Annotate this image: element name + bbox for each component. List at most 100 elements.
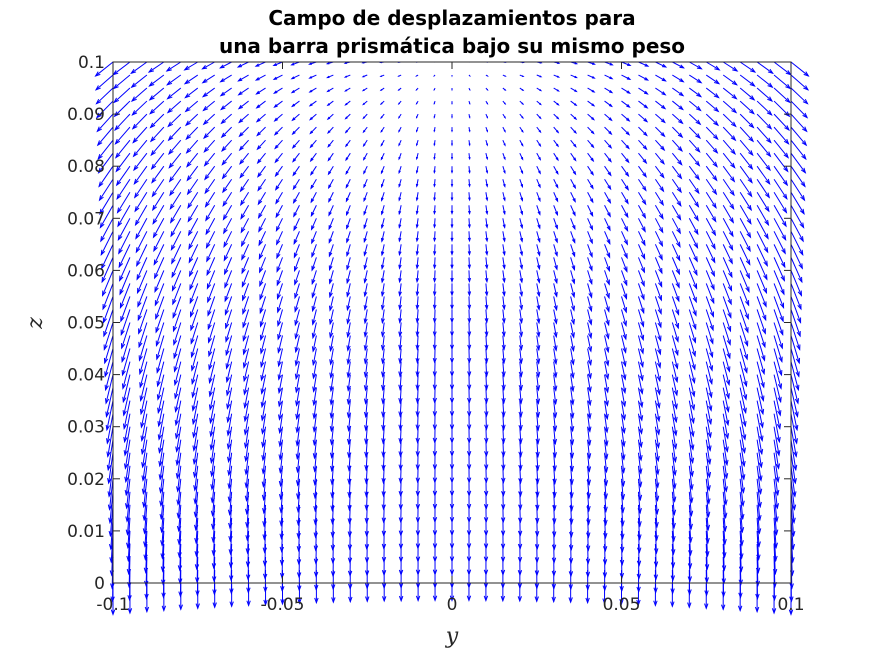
quiver-arrow bbox=[114, 113, 131, 132]
quiver-arrow bbox=[553, 231, 558, 244]
quiver-arrow bbox=[416, 140, 419, 147]
quiver-arrow bbox=[468, 87, 471, 92]
quiver-arrow bbox=[604, 152, 612, 163]
quiver-arrow bbox=[790, 74, 810, 91]
quiver-arrow bbox=[241, 244, 250, 261]
quiver-arrow bbox=[122, 400, 131, 430]
quiver-arrow bbox=[192, 413, 199, 439]
quiver-arrow bbox=[621, 270, 628, 287]
quiver-arrow bbox=[345, 165, 351, 176]
quiver-arrow bbox=[553, 100, 560, 106]
quiver-arrow bbox=[310, 218, 317, 231]
quiver-arrow bbox=[176, 478, 182, 506]
quiver-arrow bbox=[329, 322, 334, 339]
quiver-arrow bbox=[432, 296, 437, 311]
quiver-arrow bbox=[398, 218, 402, 229]
y-tick-label: 0.03 bbox=[67, 418, 105, 438]
quiver-arrow bbox=[259, 322, 267, 342]
quiver-arrow bbox=[152, 205, 165, 225]
quiver-arrow bbox=[344, 87, 351, 92]
quiver-arrow bbox=[255, 100, 266, 109]
quiver-arrow bbox=[432, 335, 437, 351]
quiver-arrow bbox=[535, 374, 541, 392]
quiver-arrow bbox=[152, 218, 165, 239]
quiver-arrow bbox=[294, 270, 300, 286]
quiver-arrow bbox=[274, 152, 283, 164]
quiver-arrow bbox=[156, 348, 165, 374]
quiver-arrow bbox=[518, 348, 524, 365]
quiver-arrow bbox=[177, 543, 183, 572]
quiver-arrow bbox=[621, 139, 630, 150]
quiver-arrow bbox=[587, 283, 593, 299]
quiver-arrow bbox=[621, 387, 627, 408]
quiver-arrow bbox=[502, 126, 506, 133]
quiver-arrow bbox=[415, 166, 419, 175]
quiver-arrow bbox=[193, 478, 199, 505]
quiver-arrow bbox=[118, 244, 131, 269]
quiver-arrow bbox=[536, 126, 542, 134]
quiver-arrow bbox=[240, 218, 250, 234]
quiver-arrow bbox=[587, 165, 594, 176]
quiver-arrow bbox=[275, 218, 283, 232]
quiver-arrow bbox=[244, 439, 250, 463]
quiver-arrow bbox=[362, 100, 368, 106]
quiver-arrow bbox=[604, 113, 613, 122]
quiver-arrow bbox=[140, 400, 148, 429]
quiver-arrow bbox=[468, 113, 471, 119]
quiver-arrow bbox=[570, 87, 578, 93]
quiver-arrow bbox=[273, 113, 283, 122]
quiver-arrow bbox=[398, 270, 402, 284]
quiver-arrow bbox=[502, 192, 506, 202]
quiver-arrow bbox=[187, 191, 199, 209]
quiver-arrow bbox=[167, 126, 182, 142]
quiver-arrow bbox=[226, 413, 233, 437]
quiver-arrow bbox=[123, 439, 131, 470]
quiver-arrow bbox=[450, 244, 454, 256]
quiver-arrow bbox=[518, 400, 523, 418]
quiver-arrow bbox=[518, 413, 523, 432]
quiver-arrow bbox=[276, 296, 283, 314]
quiver-arrow bbox=[311, 244, 317, 259]
quiver-arrow bbox=[346, 296, 351, 312]
quiver-arrow bbox=[519, 100, 525, 106]
quiver-arrow bbox=[502, 179, 506, 188]
quiver-arrow bbox=[276, 244, 283, 260]
quiver-arrow bbox=[124, 452, 131, 484]
quiver-arrow bbox=[104, 348, 114, 378]
quiver-arrow bbox=[311, 335, 317, 353]
quiver-arrow bbox=[223, 218, 233, 235]
quiver-arrow bbox=[326, 74, 334, 79]
quiver-arrow bbox=[99, 191, 114, 216]
quiver-arrow bbox=[363, 361, 369, 379]
quiver-arrow bbox=[398, 192, 402, 202]
quiver-arrow bbox=[519, 166, 524, 175]
quiver-arrow bbox=[432, 374, 437, 391]
quiver-arrow bbox=[311, 231, 317, 245]
quiver-arrow bbox=[165, 61, 182, 72]
quiver-arrow bbox=[172, 309, 182, 333]
quiver-arrow bbox=[326, 100, 334, 107]
quiver-arrow bbox=[192, 426, 199, 452]
quiver-arrow bbox=[211, 504, 216, 531]
quiver-arrow bbox=[225, 361, 233, 384]
quiver-arrow bbox=[433, 140, 436, 147]
quiver-arrow bbox=[309, 152, 317, 163]
quiver-arrow bbox=[398, 205, 402, 216]
quiver-arrow bbox=[291, 113, 300, 122]
quiver-arrow bbox=[621, 283, 628, 300]
x-tick-label: 0.05 bbox=[603, 595, 641, 615]
quiver-arrow bbox=[570, 387, 575, 406]
quiver-arrow bbox=[150, 139, 165, 157]
quiver-arrow bbox=[122, 374, 131, 404]
quiver-arrow bbox=[346, 270, 351, 285]
quiver-arrow bbox=[277, 387, 283, 408]
quiver-arrow bbox=[519, 296, 524, 311]
quiver-arrow bbox=[535, 387, 541, 405]
quiver-arrow bbox=[604, 244, 611, 259]
quiver-arrow bbox=[380, 348, 386, 365]
quiver-arrow bbox=[518, 426, 523, 445]
quiver-arrow bbox=[138, 348, 148, 376]
quiver-arrow bbox=[106, 439, 114, 472]
quiver-arrow bbox=[237, 74, 249, 82]
quiver-arrow bbox=[604, 126, 613, 136]
